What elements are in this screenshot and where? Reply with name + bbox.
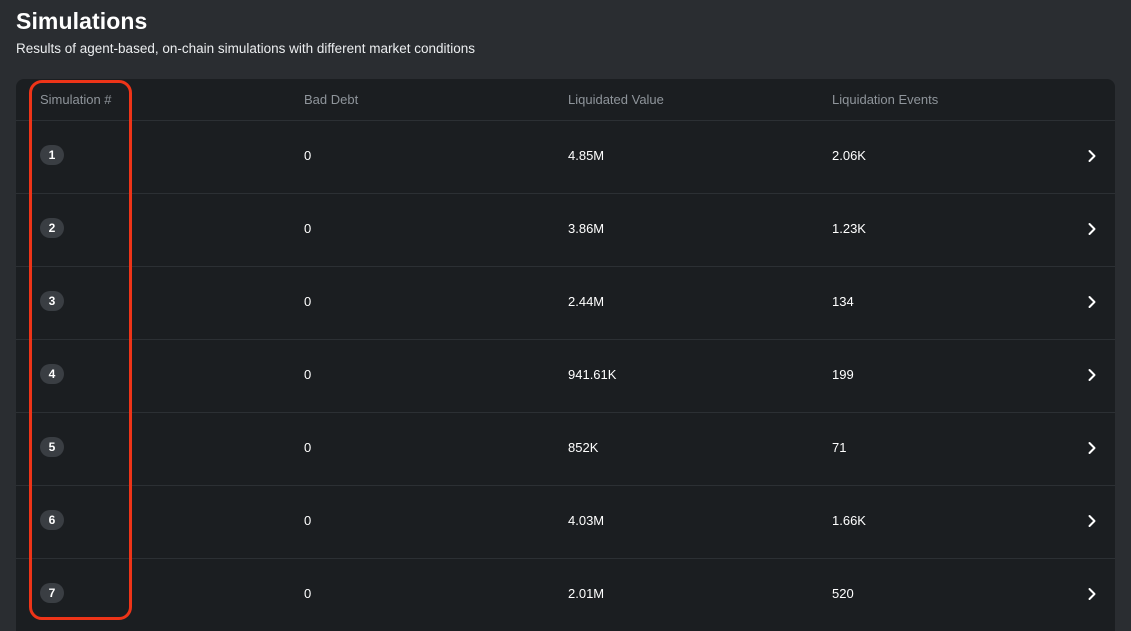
column-header-simulation[interactable]: Simulation # [40,92,112,107]
liquidated-value-cell: 852K [568,440,599,455]
table-row[interactable]: 7 0 2.01M 520 [16,559,1115,631]
bad-debt-cell: 0 [304,148,312,163]
simulation-number-badge: 7 [40,583,64,603]
chevron-right-icon[interactable] [1085,587,1099,601]
table-row[interactable]: 3 0 2.44M 134 [16,267,1115,340]
column-header-liquidated-value[interactable]: Liquidated Value [568,92,664,107]
liquidated-value-cell: 4.85M [568,148,605,163]
liquidated-value-cell: 941.61K [568,367,617,382]
table-row[interactable]: 1 0 4.85M 2.06K [16,121,1115,194]
chevron-right-icon[interactable] [1085,368,1099,382]
bad-debt-cell: 0 [304,367,312,382]
liquidation-events-cell: 520 [832,586,854,601]
simulation-number-badge: 4 [40,364,64,384]
table-row[interactable]: 6 0 4.03M 1.66K [16,486,1115,559]
column-header-bad-debt[interactable]: Bad Debt [304,92,359,107]
simulations-table: Simulation # Bad Debt Liquidated Value L… [16,79,1115,631]
simulation-number-badge: 1 [40,145,64,165]
chevron-right-icon[interactable] [1085,441,1099,455]
table-header: Simulation # Bad Debt Liquidated Value L… [16,79,1115,121]
bad-debt-cell: 0 [304,221,312,236]
liquidated-value-cell: 2.44M [568,294,605,309]
liquidation-events-cell: 1.23K [832,221,866,236]
chevron-right-icon[interactable] [1085,295,1099,309]
simulation-number-badge: 5 [40,437,64,457]
bad-debt-cell: 0 [304,513,312,528]
liquidation-events-cell: 2.06K [832,148,866,163]
simulation-number-badge: 6 [40,510,64,530]
liquidated-value-cell: 3.86M [568,221,605,236]
table-body: 1 0 4.85M 2.06K 2 0 3.86M 1.23K 3 0 2.44… [16,121,1115,631]
simulation-number-badge: 3 [40,291,64,311]
column-header-liquidation-events[interactable]: Liquidation Events [832,92,939,107]
page-subtitle: Results of agent-based, on-chain simulat… [16,41,475,56]
bad-debt-cell: 0 [304,586,312,601]
liquidation-events-cell: 199 [832,367,854,382]
liquidation-events-cell: 1.66K [832,513,866,528]
bad-debt-cell: 0 [304,294,312,309]
table-row[interactable]: 5 0 852K 71 [16,413,1115,486]
bad-debt-cell: 0 [304,440,312,455]
table-row[interactable]: 2 0 3.86M 1.23K [16,194,1115,267]
chevron-right-icon[interactable] [1085,149,1099,163]
liquidated-value-cell: 4.03M [568,513,605,528]
simulation-number-badge: 2 [40,218,64,238]
liquidated-value-cell: 2.01M [568,586,605,601]
chevron-right-icon[interactable] [1085,514,1099,528]
table-row[interactable]: 4 0 941.61K 199 [16,340,1115,413]
liquidation-events-cell: 134 [832,294,854,309]
liquidation-events-cell: 71 [832,440,847,455]
chevron-right-icon[interactable] [1085,222,1099,236]
page-title: Simulations [16,8,148,34]
